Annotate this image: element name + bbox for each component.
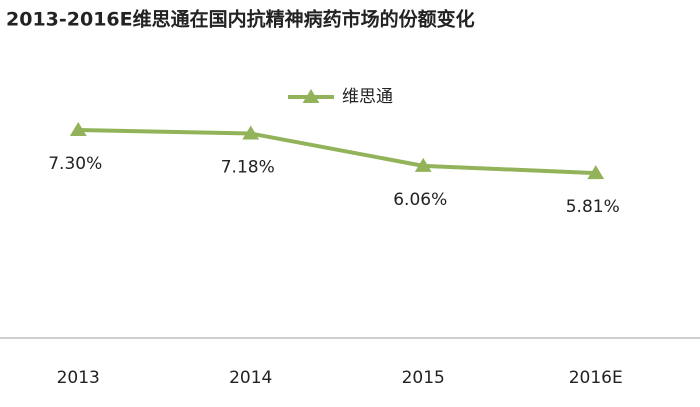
x-tick-label: 2014 [229, 368, 272, 388]
marker [587, 165, 605, 180]
marker [69, 122, 87, 137]
value-label: 7.30% [48, 154, 102, 174]
marker [242, 125, 260, 140]
line [78, 128, 596, 176]
marker [414, 157, 432, 172]
chart-title: 2013-2016E维思通在国内抗精神病药市场的份额变化 [6, 8, 475, 31]
legend-marker [302, 89, 320, 103]
value-label: 7.18% [221, 157, 275, 177]
value-label: 6.06% [393, 190, 447, 210]
value-label: 5.81% [566, 197, 620, 217]
x-tick-label: 2015 [402, 368, 445, 388]
x-tick-label: 2013 [57, 368, 100, 388]
x-tick-label: 2016E [569, 368, 623, 388]
legend-label: 维思通 [342, 87, 393, 107]
